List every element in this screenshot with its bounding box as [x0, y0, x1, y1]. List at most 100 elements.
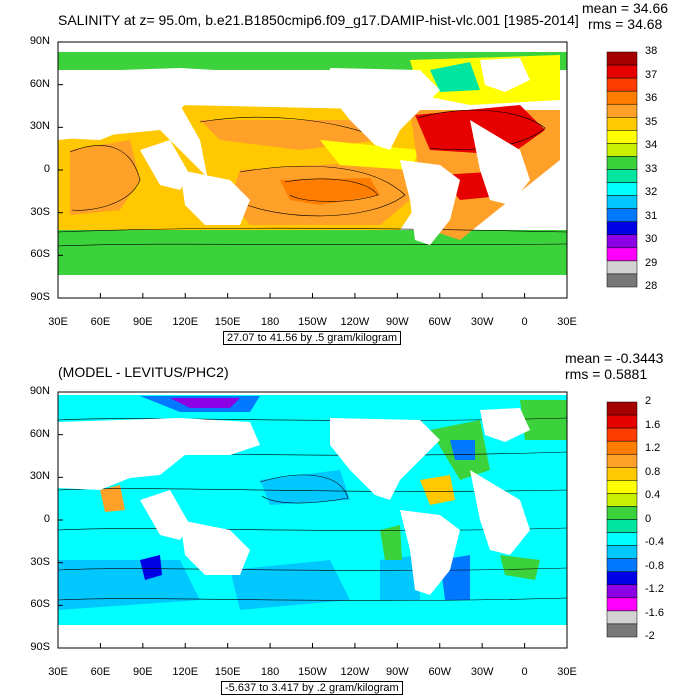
bottom-mean-stat: mean = -0.3443	[565, 350, 664, 366]
bottom-chart-title: (MODEL - LEVITUS/PHC2)	[58, 364, 229, 380]
top-lon-tick-label: 90W	[386, 316, 409, 328]
top-lon-tick-label: 30W	[470, 316, 494, 328]
bottom-lat-tick-label: 30S	[30, 555, 50, 568]
bottom-colorbar-label: 1.2	[645, 442, 661, 454]
top-colorbar-swatch	[606, 273, 638, 288]
bottom-colorbar-label: -0.4	[645, 536, 664, 548]
bottom-colorbar	[606, 401, 638, 638]
top-colorbar-swatch	[606, 64, 638, 79]
top-colorbar-label: 33	[645, 162, 658, 175]
top-colorbar-label: 32	[645, 186, 658, 198]
bottom-lon-tick-label: 30E	[48, 666, 68, 678]
top-salinity-map	[58, 42, 567, 298]
top-colorbar-label: 38	[645, 45, 658, 57]
bottom-colorbar-label: 0	[645, 512, 652, 525]
top-colorbar	[606, 51, 638, 288]
bottom-lon-tick-label: 180	[260, 666, 280, 678]
top-lat-tick-label: 90N	[29, 35, 50, 47]
bottom-lon-tick-label: 60E	[90, 666, 111, 678]
top-colorbar-swatch	[606, 208, 638, 222]
top-lon-tick-label: 150W	[298, 316, 327, 328]
bottom-colorbar-swatch	[606, 414, 638, 429]
top-lon-tick-label: 60W	[428, 316, 452, 328]
bottom-colorbar-swatch	[606, 532, 638, 546]
top-mean-stat: mean = 34.66	[582, 0, 669, 16]
top-lat-tick-label: 0	[43, 163, 50, 175]
top-lat-tick-label: 30S	[30, 205, 50, 218]
top-lon-tick-label: 180	[260, 316, 280, 328]
top-colorbar-swatch	[606, 234, 638, 249]
top-lon-tick-label: 90E	[133, 316, 153, 328]
bottom-colorbar-label: -1.2	[645, 583, 664, 595]
bottom-lon-tick-label: 120W	[340, 666, 370, 678]
top-rms-stat: rms = 34.68	[588, 16, 663, 32]
bottom-contour-info: -5.637 to 3.417 by .2 gram/kilogram	[221, 681, 403, 695]
bottom-colorbar-label: -1.6	[645, 606, 664, 619]
bottom-colorbar-swatch	[606, 506, 638, 520]
bottom-colorbar-swatch	[606, 480, 638, 494]
top-lon-tick-label: 60E	[90, 316, 111, 328]
top-colorbar-swatch	[606, 247, 638, 262]
top-chart-title: SALINITY at z= 95.0m, b.e21.B1850cmip6.f…	[58, 12, 579, 28]
top-colorbar-swatch	[606, 130, 638, 144]
top-colorbar-swatch	[606, 260, 638, 275]
bottom-colorbar-label: 2	[645, 395, 652, 407]
bottom-lat-tick-label: 30N	[29, 470, 50, 483]
top-colorbar-swatch	[606, 169, 638, 183]
bottom-colorbar-swatch	[606, 571, 638, 586]
top-lon-tick-label: 150E	[214, 316, 241, 328]
axis-ticks	[57, 41, 568, 649]
bottom-colorbar-swatch	[606, 453, 638, 468]
top-lat-tick-label: 60S	[30, 248, 50, 261]
top-colorbar-label: 30	[645, 233, 658, 245]
top-colorbar-swatch	[606, 182, 638, 196]
top-colorbar-label: 34	[645, 139, 658, 151]
bottom-colorbar-label: 0.4	[645, 489, 661, 501]
top-lon-tick-label: 30E	[557, 316, 577, 328]
bottom-colorbar-swatch	[606, 401, 638, 416]
bottom-lat-tick-label: 0	[43, 513, 50, 525]
bottom-lon-tick-label: 150W	[298, 666, 327, 678]
bottom-colorbar-swatch	[606, 597, 638, 612]
bottom-colorbar-swatch	[606, 427, 638, 442]
bottom-colorbar-swatch	[606, 519, 638, 533]
bottom-lon-tick-label: 90E	[133, 666, 153, 678]
top-colorbar-swatch	[606, 221, 638, 236]
bottom-lon-tick-label: 30W	[470, 666, 494, 678]
top-lat-tick-label: 60N	[29, 77, 50, 90]
bottom-lat-tick-label: 90N	[29, 385, 50, 397]
bottom-lon-tick-label: 0	[521, 666, 528, 678]
top-colorbar-swatch	[606, 51, 638, 66]
top-colorbar-label: 28	[645, 280, 658, 292]
top-colorbar-swatch	[606, 156, 638, 170]
bottom-colorbar-swatch	[606, 545, 638, 559]
bottom-lon-tick-label: 150E	[214, 666, 241, 678]
top-lon-tick-label: 0	[521, 316, 528, 328]
top-colorbar-label: 29	[645, 256, 658, 269]
bottom-difference-map	[58, 392, 567, 648]
top-colorbar-swatch	[606, 143, 638, 157]
bottom-colorbar-label: -0.8	[645, 559, 664, 572]
top-colorbar-label: 35	[645, 115, 658, 128]
bottom-colorbar-swatch	[606, 584, 638, 599]
bottom-colorbar-swatch	[606, 610, 638, 625]
top-colorbar-label: 36	[645, 92, 658, 104]
top-lon-tick-label: 30E	[48, 316, 68, 328]
top-colorbar-swatch	[606, 77, 638, 92]
top-colorbar-swatch	[606, 90, 638, 105]
top-colorbar-swatch	[606, 195, 638, 209]
bottom-colorbar-swatch	[606, 558, 638, 572]
bottom-lon-tick-label: 60W	[428, 666, 452, 678]
bottom-colorbar-label: -2	[645, 630, 655, 642]
bottom-rms-stat: rms = 0.5881	[565, 366, 648, 382]
top-colorbar-swatch	[606, 117, 638, 131]
top-colorbar-label: 37	[645, 68, 658, 81]
bottom-colorbar-label: 0.8	[645, 465, 661, 478]
top-lon-tick-label: 120E	[172, 316, 199, 328]
top-colorbar-swatch	[606, 103, 638, 118]
top-lat-tick-label: 30N	[29, 120, 50, 133]
top-colorbar-label: 31	[645, 209, 658, 222]
bottom-colorbar-swatch	[606, 467, 638, 481]
top-lon-tick-label: 120W	[340, 316, 370, 328]
